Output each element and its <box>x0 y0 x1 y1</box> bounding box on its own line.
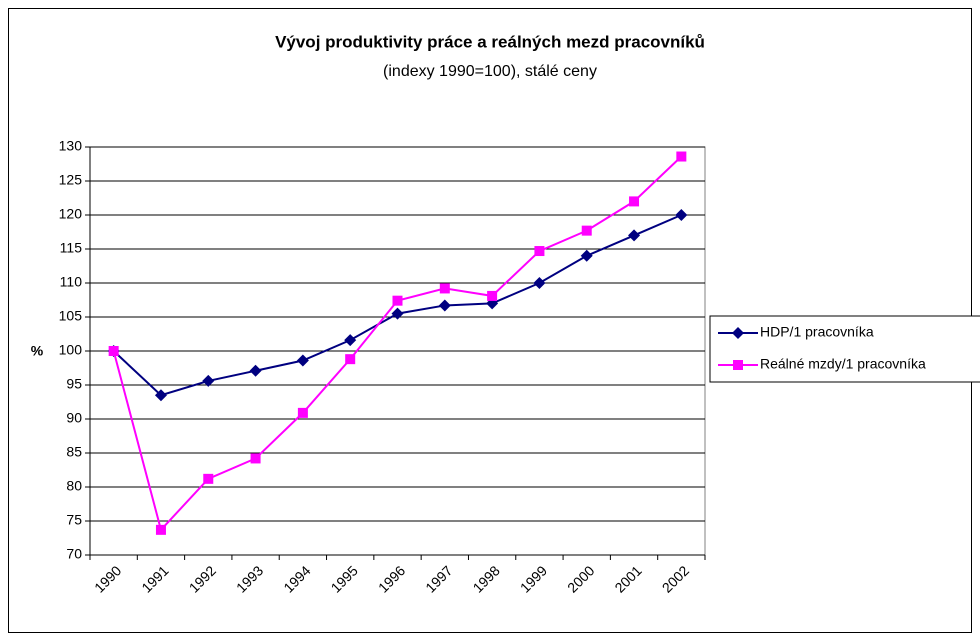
marker <box>108 346 119 356</box>
legend-box <box>709 315 980 383</box>
y-tick-label: 125 <box>59 172 83 188</box>
marker <box>533 277 546 289</box>
y-tick-label: 85 <box>66 444 82 460</box>
marker <box>675 209 688 221</box>
legend-label: HDP/1 pracovníka <box>760 324 874 340</box>
marker <box>344 334 357 347</box>
marker <box>203 473 214 484</box>
marker <box>439 283 450 294</box>
marker <box>581 225 592 236</box>
marker <box>250 453 261 464</box>
marker <box>629 196 640 207</box>
marker <box>345 354 356 365</box>
y-tick-label: 130 <box>59 138 83 154</box>
y-tick-label: 75 <box>66 512 82 528</box>
y-tick-label: 110 <box>60 274 83 290</box>
marker <box>732 327 744 339</box>
marker <box>534 246 545 257</box>
marker <box>249 364 262 377</box>
y-tick-label: 95 <box>66 376 82 392</box>
marker <box>297 407 308 418</box>
y-tick-label: 90 <box>66 410 82 426</box>
marker <box>438 299 451 312</box>
marker <box>155 524 166 535</box>
chart-title: Vývoj produktivity práce a reálných mezd… <box>275 32 705 51</box>
y-tick-label: 100 <box>59 342 83 358</box>
y-tick-label: 115 <box>60 240 83 256</box>
y-tick-label: 105 <box>59 308 83 324</box>
marker <box>733 360 743 370</box>
y-axis-label: % <box>31 343 44 359</box>
chart-subtitle: (indexy 1990=100), stálé ceny <box>383 63 597 80</box>
marker <box>676 151 687 162</box>
marker <box>392 295 403 306</box>
y-tick-label: 120 <box>59 206 83 222</box>
y-tick-label: 80 <box>66 478 82 494</box>
marker <box>296 354 309 367</box>
marker <box>202 374 215 387</box>
legend-label: Reálné mzdy/1 pracovníka <box>760 356 926 372</box>
marker <box>154 389 167 402</box>
marker <box>580 249 593 262</box>
y-tick-label: 70 <box>66 546 82 562</box>
marker <box>487 290 498 301</box>
marker <box>391 307 404 320</box>
marker <box>628 229 641 242</box>
